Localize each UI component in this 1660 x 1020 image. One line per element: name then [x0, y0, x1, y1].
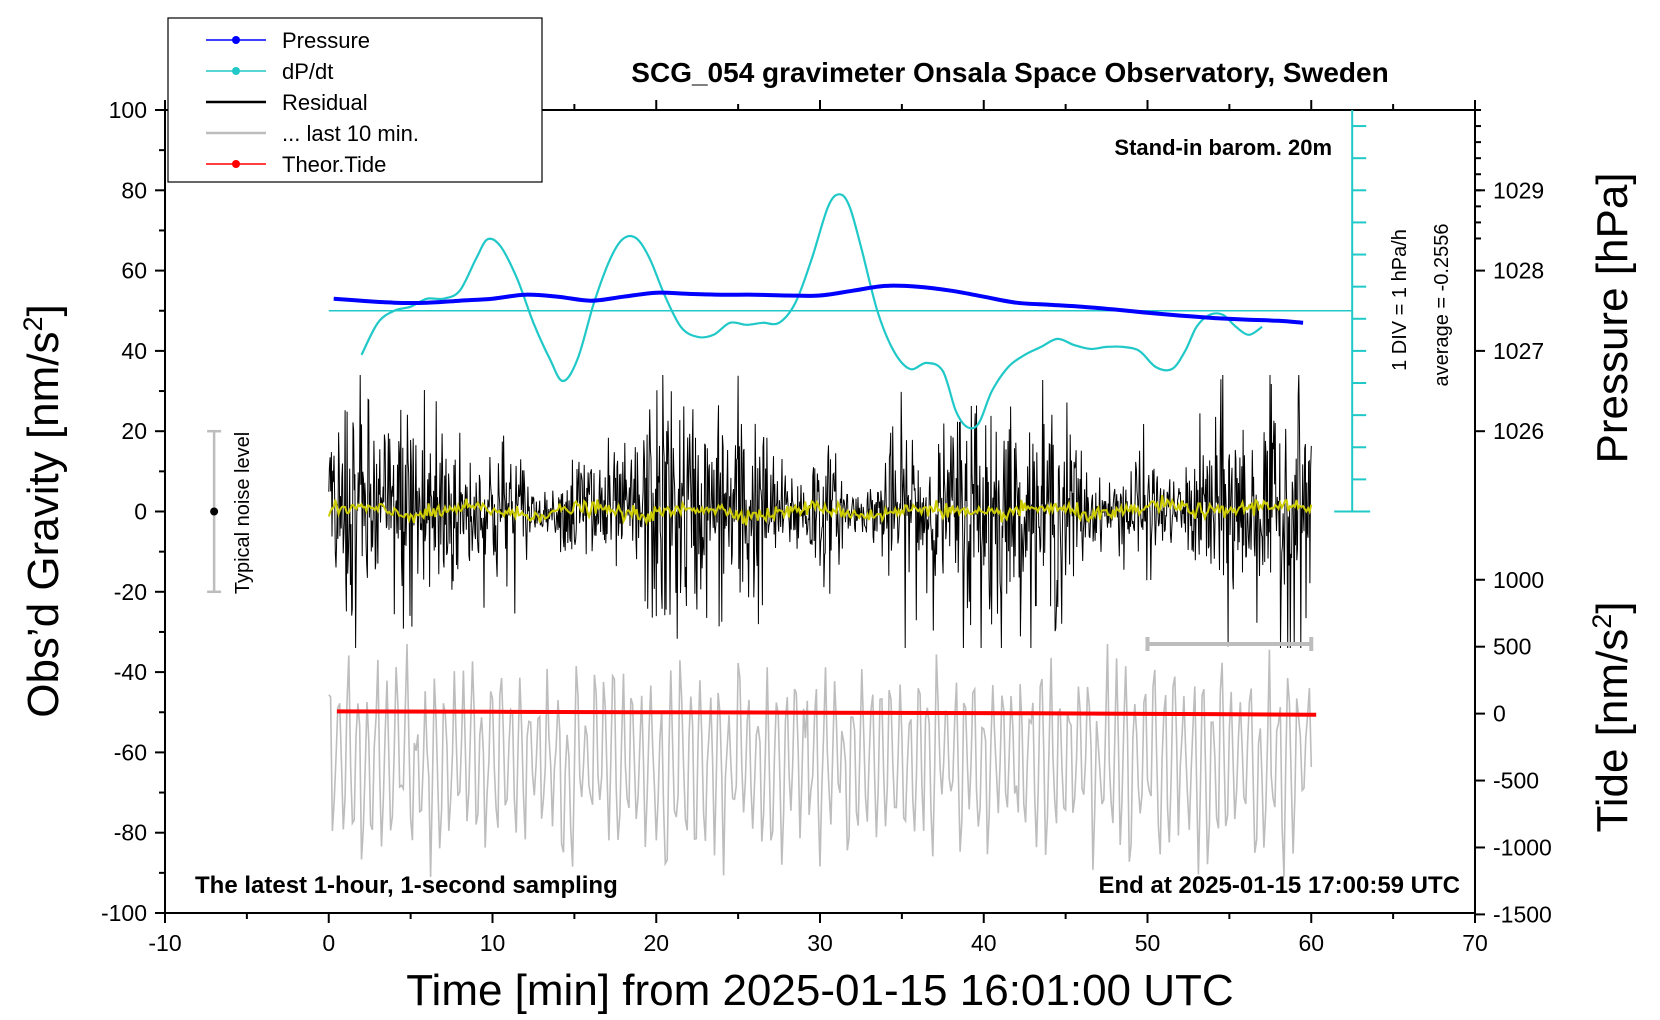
legend-label: Pressure: [282, 28, 370, 53]
x-tick-label: 20: [643, 930, 669, 956]
x-tick-label: 70: [1462, 930, 1488, 956]
noise-level-label: Typical noise level: [232, 432, 254, 594]
tide-tick-label: 0: [1493, 701, 1506, 727]
x-tick-label: 10: [480, 930, 506, 956]
x-tick-label: 50: [1135, 930, 1161, 956]
legend-swatch-dot: [232, 160, 240, 168]
legend-box: [167, 17, 543, 183]
x-tick-label: 0: [322, 930, 335, 956]
y-tick-label: -100: [101, 900, 147, 926]
y-tick-label: -40: [114, 659, 147, 685]
pressure-line: [333, 283, 1304, 325]
theor-tide-line: [336, 709, 1317, 717]
x-tick-label: 30: [807, 930, 833, 956]
x-tick-label: 40: [971, 930, 997, 956]
legend-label: Residual: [282, 90, 368, 115]
last-10-min-line: [328, 643, 1313, 877]
last-10-min-bar: [1145, 636, 1314, 651]
bottom-right-note: End at 2025-01-15 17:00:59 UTC: [1099, 872, 1461, 899]
tide-tick-label: -1500: [1493, 901, 1552, 927]
legend-label: ... last 10 min.: [282, 121, 419, 146]
y-axis-title-main-sup: 2: [18, 316, 48, 331]
y-axis-title-tide-sup: 2: [1587, 614, 1617, 629]
noise-bar-center: [210, 507, 219, 516]
y-tick-label: 100: [109, 97, 147, 123]
y-axis-title-pressure: Pressure [hPa]: [1588, 172, 1637, 463]
legend-label: Theor.Tide: [282, 152, 386, 177]
y-tick-label: 60: [121, 258, 147, 284]
legend: Pressure dP/dt Residual ... last 10 min. The…: [167, 17, 543, 183]
series-layer: [327, 193, 1353, 877]
tide-tick-label: 500: [1493, 634, 1531, 660]
legend-label: dP/dt: [282, 59, 333, 84]
chart-title: SCG_054 gravimeter Onsala Space Observat…: [631, 57, 1388, 88]
stand-in-note: Stand-in barom. 20m: [1114, 135, 1332, 160]
y-tick-label: -60: [114, 739, 147, 765]
x-tick-label: 60: [1298, 930, 1324, 956]
tick-labels: -10 0 10 20 30 40 50 60 70100806040200-20-40-60-…: [101, 97, 1552, 956]
y-axis-title-tide: Tide [nm/s2]: [1587, 601, 1637, 832]
legend-swatch-dot: [232, 36, 240, 44]
y-tick-label: 0: [134, 499, 147, 525]
y-axis-title-main-end: ]: [19, 304, 68, 316]
y-tick-label: 20: [121, 418, 147, 444]
pressure-tick-label: 1026: [1493, 418, 1544, 444]
pressure-tick-label: 1029: [1493, 177, 1544, 203]
y-tick-label: -80: [114, 820, 147, 846]
average-note: average = -0.2556: [1431, 224, 1453, 387]
pressure-tick-label: 1027: [1493, 338, 1544, 364]
y-tick-label: 80: [121, 177, 147, 203]
tide-tick-label: -1000: [1493, 834, 1552, 860]
y-tick-label: 40: [121, 338, 147, 364]
x-axis-title: Time [min] from 2025-01-15 16:01:00 UTC: [406, 966, 1233, 1015]
legend-items: Pressure dP/dt Residual ... last 10 min. The…: [206, 28, 419, 177]
y-axis-title-main: Obs’d Gravity [nm/s2]: [18, 304, 68, 718]
noise-level-bar: [207, 429, 222, 594]
tide-tick-label: -500: [1493, 768, 1539, 794]
y-axis-title-tide-text: Tide [nm/s: [1588, 629, 1637, 833]
legend-swatch-dot: [232, 67, 240, 75]
residual-smoothed-line: [327, 495, 1313, 527]
tide-tick-label: 1000: [1493, 567, 1544, 593]
pressure-tick-label: 1028: [1493, 258, 1544, 284]
bottom-left-note: The latest 1-hour, 1-second sampling: [195, 872, 618, 899]
y-axis-title-tide-end: ]: [1588, 601, 1637, 613]
x-tick-label: -10: [148, 930, 181, 956]
residual-line: [328, 374, 1312, 649]
div-note: 1 DIV = 1 hPa/h: [1389, 229, 1411, 371]
dpdt-line: [360, 193, 1263, 430]
y-axis-title-main-text: Obs’d Gravity [nm/s: [19, 331, 68, 717]
y-tick-label: -20: [114, 579, 147, 605]
